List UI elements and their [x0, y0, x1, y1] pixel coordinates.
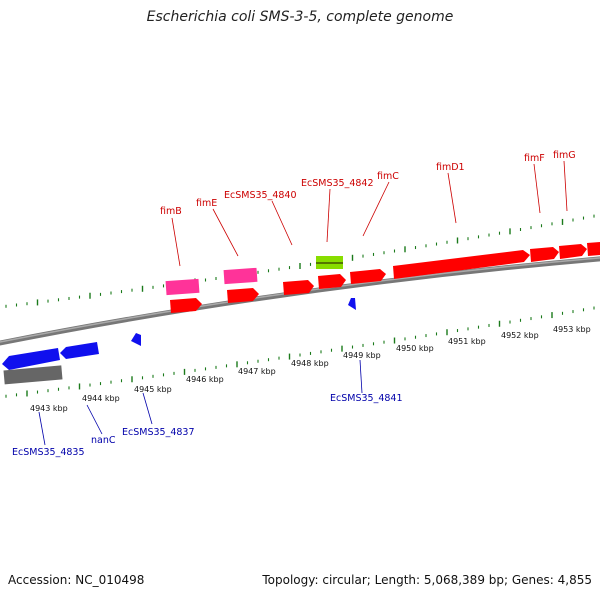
label-fimG: fimG — [553, 150, 576, 161]
accession-text: Accession: NC_010498 — [8, 573, 145, 587]
scale-label-4949: 4949 kbp — [343, 351, 381, 360]
EcSMS35_4835-gene — [2, 348, 60, 370]
label-EcSMS35_4842: EcSMS35_4842 — [301, 178, 374, 189]
label-fimC: fimC — [377, 171, 399, 182]
genome-summary-text: Topology: circular; Length: 5,068,389 bp… — [262, 573, 592, 587]
EcSMS35_4835-pseudo — [3, 365, 63, 385]
label-EcSMS35_4835: EcSMS35_4835 — [12, 447, 85, 458]
label-fimF: fimF — [524, 153, 545, 164]
EcSMS35_4841-gene — [348, 298, 356, 310]
reverse-features — [2, 298, 356, 385]
fimE-rna — [223, 267, 258, 285]
map-title: Escherichia coli SMS-3-5, complete genom… — [146, 9, 454, 25]
label-EcSMS35_4841: EcSMS35_4841 — [330, 393, 403, 404]
EcSMS35_4840-gene — [283, 280, 314, 295]
scale-label-4948: 4948 kbp — [291, 359, 329, 368]
scale-label-4952: 4952 kbp — [501, 331, 539, 340]
scale-label-4943: 4943 kbp — [30, 404, 68, 413]
nanC-gene — [60, 342, 99, 359]
label-nanC: nanC — [91, 435, 116, 446]
label-fimB: fimB — [160, 206, 182, 217]
scale-label-4947: 4947 kbp — [238, 367, 276, 376]
fimE-gene — [227, 288, 259, 303]
fimD1-gene — [393, 250, 530, 279]
scale-labels: 4943 kbp 4944 kbp 4945 kbp 4946 kbp 4947… — [30, 325, 591, 413]
label-EcSMS35_4840: EcSMS35_4840 — [224, 190, 297, 201]
label-fimD1: fimD1 — [436, 162, 465, 173]
fimF-gene — [530, 247, 559, 262]
forward-gene-labels: fimB fimE EcSMS35_4840 EcSMS35_4842 fimC… — [160, 150, 576, 267]
scale-label-4953: 4953 kbp — [553, 325, 591, 334]
scale-label-4950: 4950 kbp — [396, 344, 434, 353]
EcSMS35_4837-gene — [131, 333, 141, 346]
forward-features — [165, 242, 600, 313]
scale-label-4951: 4951 kbp — [448, 337, 486, 346]
reverse-gene-labels: EcSMS35_4835 nanC EcSMS35_4837 EcSMS35_4… — [12, 359, 403, 458]
fimB-gene — [170, 298, 202, 313]
scale-label-4944: 4944 kbp — [82, 394, 120, 403]
fimG-gene — [559, 244, 587, 259]
scale-label-4945: 4945 kbp — [134, 385, 172, 394]
scale-label-4946: 4946 kbp — [186, 375, 224, 384]
downstream-gene — [587, 242, 600, 256]
label-fimE: fimE — [196, 198, 217, 209]
lower-scale-ticks — [5, 306, 595, 398]
EcSMS35_4842-gene — [318, 274, 346, 289]
fimC-gene — [350, 269, 386, 284]
label-EcSMS35_4837: EcSMS35_4837 — [122, 427, 195, 438]
fimB-rna — [165, 278, 200, 296]
